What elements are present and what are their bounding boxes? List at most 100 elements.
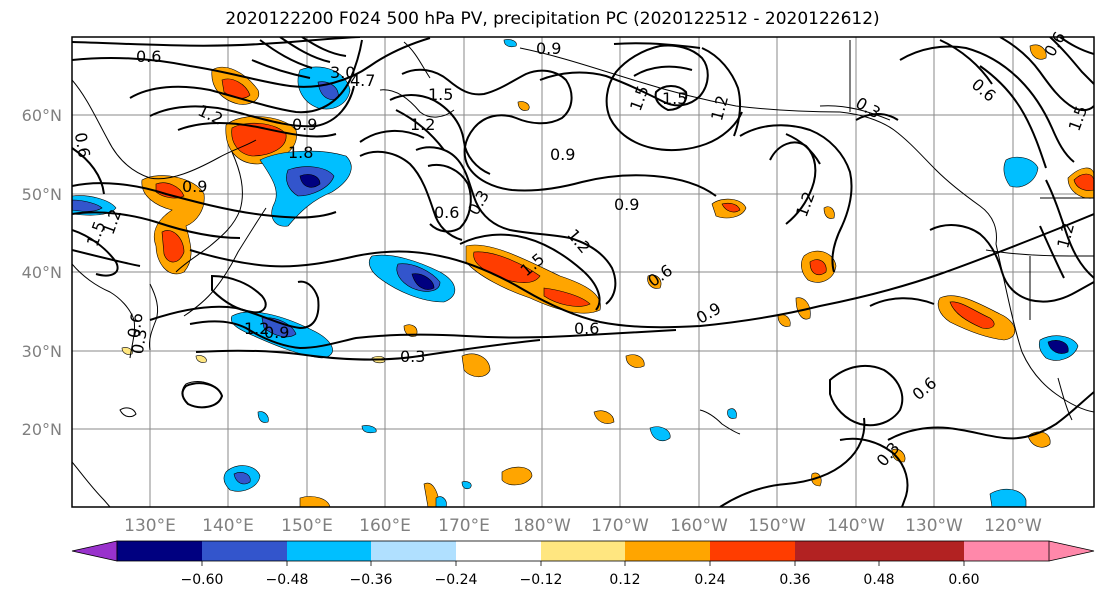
precip-positive-area xyxy=(161,230,185,263)
contour-label: 0.9 xyxy=(182,177,207,196)
precip-positive-area xyxy=(195,355,207,363)
precip-positive-area xyxy=(1029,44,1047,60)
colorbar-segment-extend-low xyxy=(71,540,118,562)
lon-label: 140°W xyxy=(827,516,885,536)
contour-label: 0.6 xyxy=(124,311,147,339)
precip-positive-area xyxy=(299,496,331,507)
contour-label: 0.6 xyxy=(574,319,599,338)
pv-contours xyxy=(72,37,1094,507)
lon-label: 150°W xyxy=(748,516,806,536)
precip-negative-area xyxy=(299,174,321,188)
contour-label: 0.6 xyxy=(434,203,459,222)
map-plot-area xyxy=(71,36,1095,508)
map-title: 2020122200 F024 500 hPa PV, precipitatio… xyxy=(225,9,880,29)
lat-label: 60°N xyxy=(22,106,62,125)
precip-positive-area xyxy=(501,466,533,486)
lat-label: 50°N xyxy=(22,185,62,204)
contour-label: 0.3 xyxy=(128,327,151,355)
precip-positive-area xyxy=(473,251,541,283)
colorbar-segment xyxy=(117,541,202,561)
contour-label: 1.2 xyxy=(244,319,269,338)
colorbar-segment xyxy=(795,541,879,561)
precip-positive-area xyxy=(949,301,995,329)
precip-positive-area xyxy=(403,324,418,337)
lon-label: 170°E xyxy=(438,516,490,536)
precip-negative-area xyxy=(649,426,671,441)
precip-positive-area xyxy=(121,347,133,355)
colorbar-segment xyxy=(371,541,456,561)
lon-label: 180°W xyxy=(513,516,571,536)
contour-label: 1.5 xyxy=(428,85,453,104)
lon-label: 140°E xyxy=(202,516,254,536)
lat-label: 20°N xyxy=(22,420,62,439)
colorbar: −0.60 −0.48 −0.36 −0.24 −0.12 0.12 0.24 … xyxy=(71,540,1095,588)
precip-positive-area xyxy=(809,259,827,275)
colorbar-segment xyxy=(287,541,371,561)
precip-negative-area xyxy=(435,496,447,507)
precip-negative-area xyxy=(727,408,737,419)
precip-negative-area xyxy=(361,425,377,434)
precip-negative-area xyxy=(461,481,472,490)
contour-label: 1.5 xyxy=(662,89,687,108)
contour-label: 1.2 xyxy=(410,115,435,134)
colorbar-tick-label: 0.60 xyxy=(948,572,979,588)
precip-negative-area xyxy=(989,488,1027,507)
precip-negative-area xyxy=(72,199,103,212)
precip-positive-area xyxy=(517,101,530,111)
precip-negative-area xyxy=(1003,156,1039,188)
colorbar-tick-label: −0.48 xyxy=(266,572,309,588)
precip-positive-area xyxy=(823,206,835,219)
lon-label: 130°E xyxy=(124,516,176,536)
contour-label: 4.7 xyxy=(350,71,375,90)
colorbar-tick-label: −0.60 xyxy=(181,572,224,588)
colorbar-segment xyxy=(202,541,287,561)
precip-positive-area xyxy=(155,182,185,199)
lon-label: 130°W xyxy=(905,516,963,536)
precip-positive-area xyxy=(625,354,645,368)
colorbar-tick-label: 0.12 xyxy=(609,572,640,588)
contour-label: 0.9 xyxy=(614,195,639,214)
precipitation-shading xyxy=(72,39,1094,507)
contour-label: 0.9 xyxy=(536,39,561,58)
colorbar-segment xyxy=(879,541,964,561)
colorbar-segment xyxy=(541,541,625,561)
colorbar-tick-label: −0.36 xyxy=(350,572,393,588)
precip-positive-area xyxy=(721,202,741,213)
coastlines xyxy=(72,40,1094,507)
contour-label: 3.0 xyxy=(330,63,355,82)
lon-label: 170°W xyxy=(591,516,649,536)
lat-label: 30°N xyxy=(22,342,62,361)
lon-label: 150°E xyxy=(281,516,333,536)
colorbar-segment xyxy=(710,541,795,561)
lon-label: 160°W xyxy=(670,516,728,536)
precip-negative-area xyxy=(257,411,269,423)
precip-negative-area xyxy=(261,317,297,338)
lat-label: 40°N xyxy=(22,263,62,282)
precip-negative-area xyxy=(233,472,251,485)
precip-positive-area xyxy=(891,448,906,463)
colorbar-tick-label: 0.24 xyxy=(694,572,725,588)
contour-label: 1.8 xyxy=(288,143,313,162)
longitude-labels: 130°E 140°E 150°E 160°E 170°E 180°W 170°… xyxy=(124,516,1042,536)
latitude-labels: 60°N 50°N 40°N 30°N 20°N xyxy=(22,106,62,439)
precip-negative-area xyxy=(1047,340,1069,354)
precip-negative-area xyxy=(411,273,435,290)
contour-label: 0.9 xyxy=(264,323,289,342)
precip-positive-area xyxy=(543,287,591,307)
colorbar-segment xyxy=(625,541,710,561)
colorbar-tick-label: −0.12 xyxy=(520,572,563,588)
precip-positive-area xyxy=(1073,173,1094,191)
contour-label: 0.9 xyxy=(550,145,575,164)
colorbar-tick-label: 0.48 xyxy=(863,572,894,588)
precip-positive-area xyxy=(461,353,491,378)
contour-label: 0.3 xyxy=(400,347,425,366)
colorbar-tick-label: 0.36 xyxy=(779,572,810,588)
contour-label: 0.9 xyxy=(292,115,317,134)
colorbar-segment xyxy=(456,541,541,561)
precip-positive-area xyxy=(231,122,287,157)
precip-positive-area xyxy=(647,274,662,289)
contour-label: 0.6 xyxy=(136,47,161,66)
precip-positive-area xyxy=(593,410,615,424)
precip-negative-area xyxy=(503,39,517,48)
